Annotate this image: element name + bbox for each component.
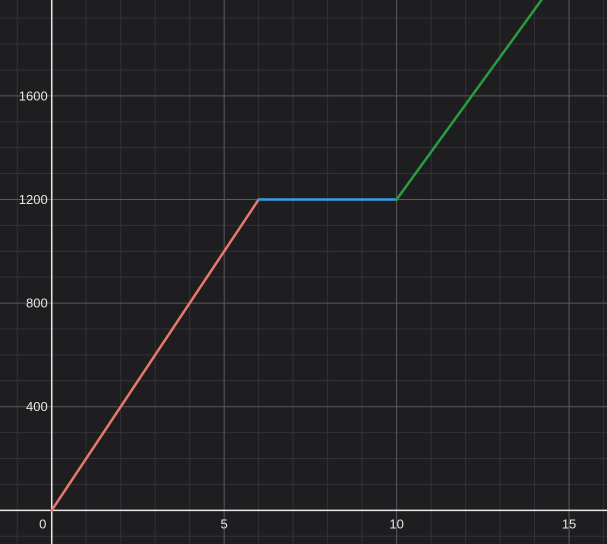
tick-labels: 0 5 10 15 400 800 1200 1600: [19, 88, 576, 531]
x-tick-label: 0: [39, 516, 46, 531]
series-line-1[interactable]: [50, 198, 260, 512]
x-tick-label: 15: [562, 516, 576, 531]
x-tick-label: 5: [221, 516, 228, 531]
y-tick-label: 1600: [19, 88, 48, 103]
series-line-3[interactable]: [395, 0, 604, 201]
series-layer: [50, 0, 604, 512]
x-tick-label: 10: [389, 516, 403, 531]
y-tick-label: 1200: [19, 192, 48, 207]
y-tick-label: 400: [26, 399, 48, 414]
y-tick-label: 800: [26, 296, 48, 311]
